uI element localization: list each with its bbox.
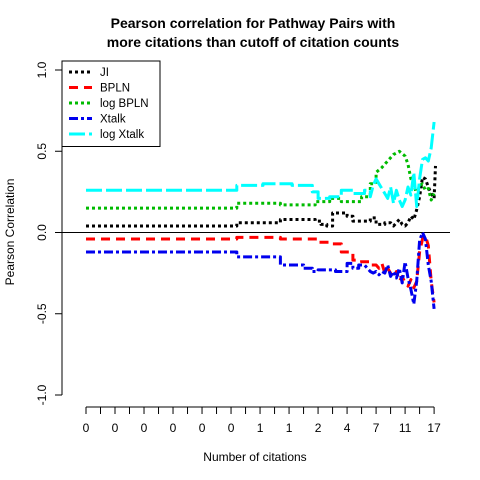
x-tick-label: 0 xyxy=(141,421,148,435)
series-line-log-bpln xyxy=(86,149,436,210)
legend: JI BPLN log BPLN Xtalk log Xtalk xyxy=(61,60,161,147)
series-line-ji xyxy=(86,165,437,228)
x-axis-title: Number of citations xyxy=(203,450,306,464)
x-tick-label: 4 xyxy=(344,421,351,435)
x-tick-label: 0 xyxy=(112,421,119,435)
x-tick-label: 1 xyxy=(286,421,293,435)
x-axis: 0 0 0 0 0 0 1 1 2 4 7 11 17 xyxy=(83,406,441,435)
x-tick-label: 17 xyxy=(427,421,441,435)
legend-label-log-xtalk: log Xtalk xyxy=(100,129,144,141)
y-axis-title: Pearson Correlation xyxy=(3,179,17,286)
y-axis: -1.0 -0.5 0.0 0.5 1.0 xyxy=(35,61,63,405)
x-tick-label: 0 xyxy=(83,421,90,435)
x-tick-label: 2 xyxy=(315,421,322,435)
plot-area xyxy=(62,121,450,310)
series-line-log-xtalk xyxy=(86,121,436,208)
legend-label-log-bpln: log BPLN xyxy=(100,98,149,110)
x-tick-label: 11 xyxy=(399,421,412,435)
legend-label-bpln: BPLN xyxy=(100,83,130,95)
legend-label-ji: JI xyxy=(100,67,109,79)
x-tick-label: 0 xyxy=(170,421,177,435)
x-tick-label: 7 xyxy=(373,421,380,435)
x-tick-label: 1 xyxy=(257,421,264,435)
legend-label-xtalk: Xtalk xyxy=(100,114,126,126)
x-tick-label: 0 xyxy=(199,421,206,435)
y-tick-label: -0.5 xyxy=(35,303,49,324)
x-tick-label: 0 xyxy=(228,421,235,435)
y-tick-label: 1.0 xyxy=(35,61,49,78)
chart-title-line-1: Pearson correlation for Pathway Pairs wi… xyxy=(111,15,396,31)
y-tick-label: 0.0 xyxy=(35,224,49,241)
y-tick-label: 0.5 xyxy=(35,143,49,160)
chart-title-line-2: more citations than cutoff of citation c… xyxy=(107,34,400,50)
y-tick-label: -1.0 xyxy=(35,384,49,405)
series-line-xtalk xyxy=(86,231,436,310)
legend-box xyxy=(61,60,161,147)
